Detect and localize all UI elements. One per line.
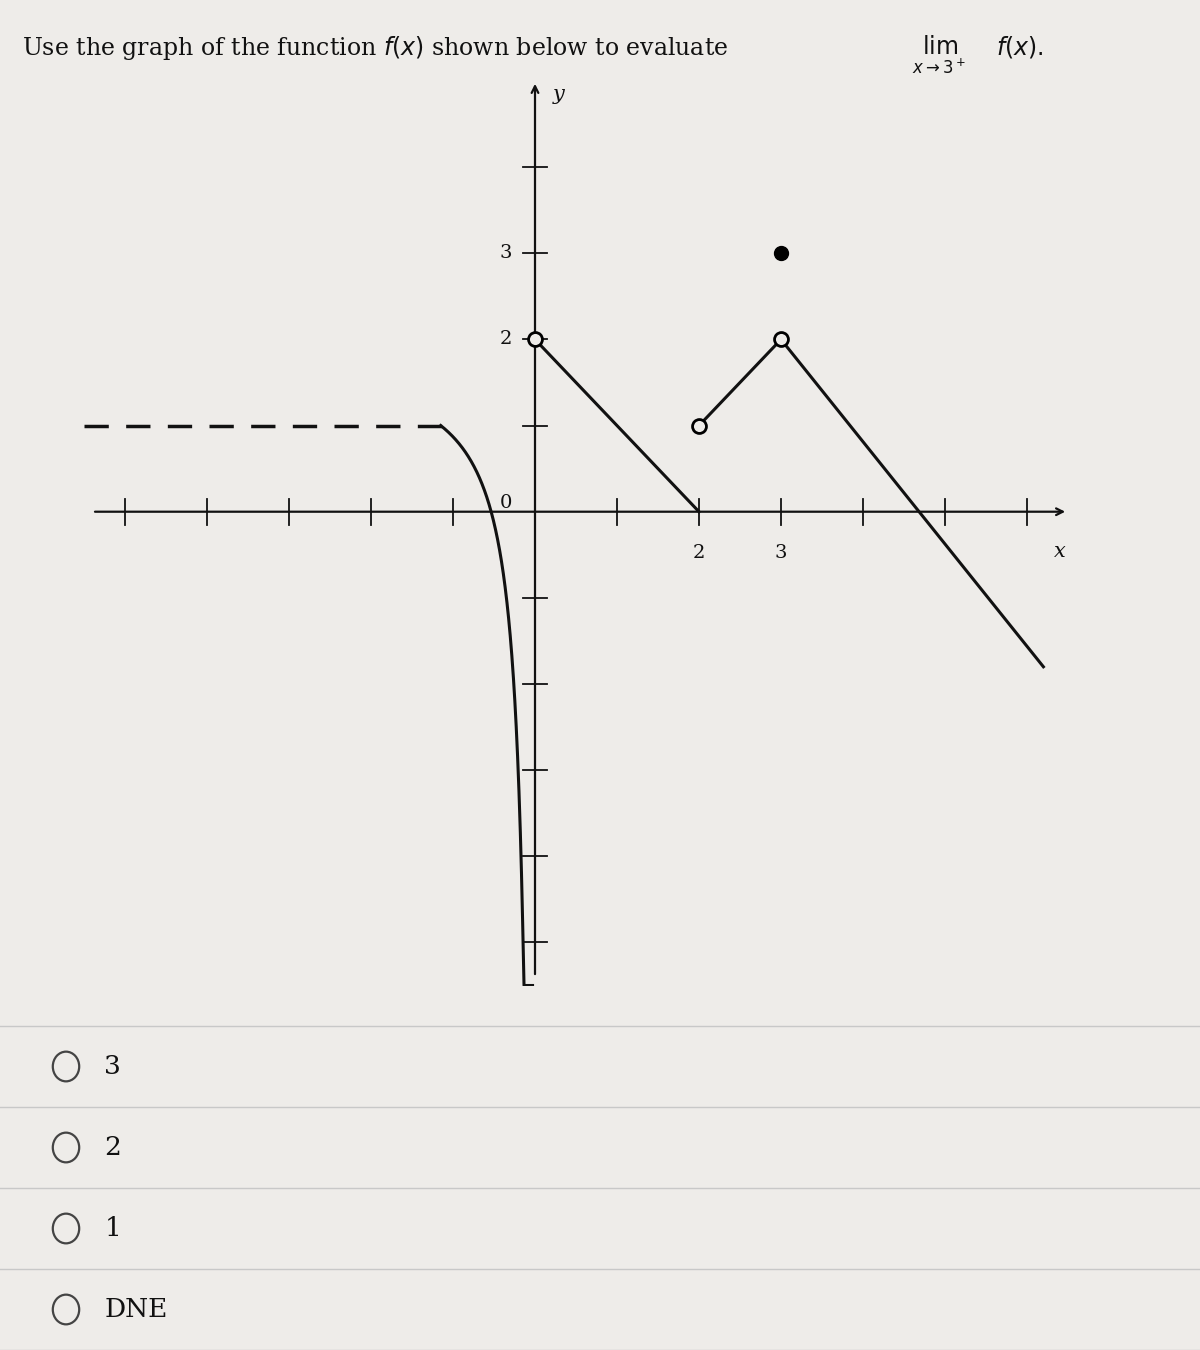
Text: 1: 1 (104, 1216, 121, 1241)
Text: x: x (1054, 541, 1066, 560)
Text: $\underset{x\to 3^+}{\lim}$: $\underset{x\to 3^+}{\lim}$ (912, 34, 966, 76)
Text: DNE: DNE (104, 1297, 168, 1322)
Text: 3: 3 (499, 244, 512, 262)
Text: 3: 3 (775, 544, 787, 563)
Text: y: y (553, 85, 565, 104)
Text: Use the graph of the function $f(x)$ shown below to evaluate: Use the graph of the function $f(x)$ sho… (22, 34, 728, 62)
Text: 2: 2 (104, 1135, 121, 1160)
Text: $f(x)$.: $f(x)$. (996, 34, 1044, 59)
Text: 2: 2 (692, 544, 706, 563)
Text: 3: 3 (104, 1054, 121, 1079)
Text: 2: 2 (499, 331, 512, 348)
Text: 0: 0 (499, 494, 512, 512)
